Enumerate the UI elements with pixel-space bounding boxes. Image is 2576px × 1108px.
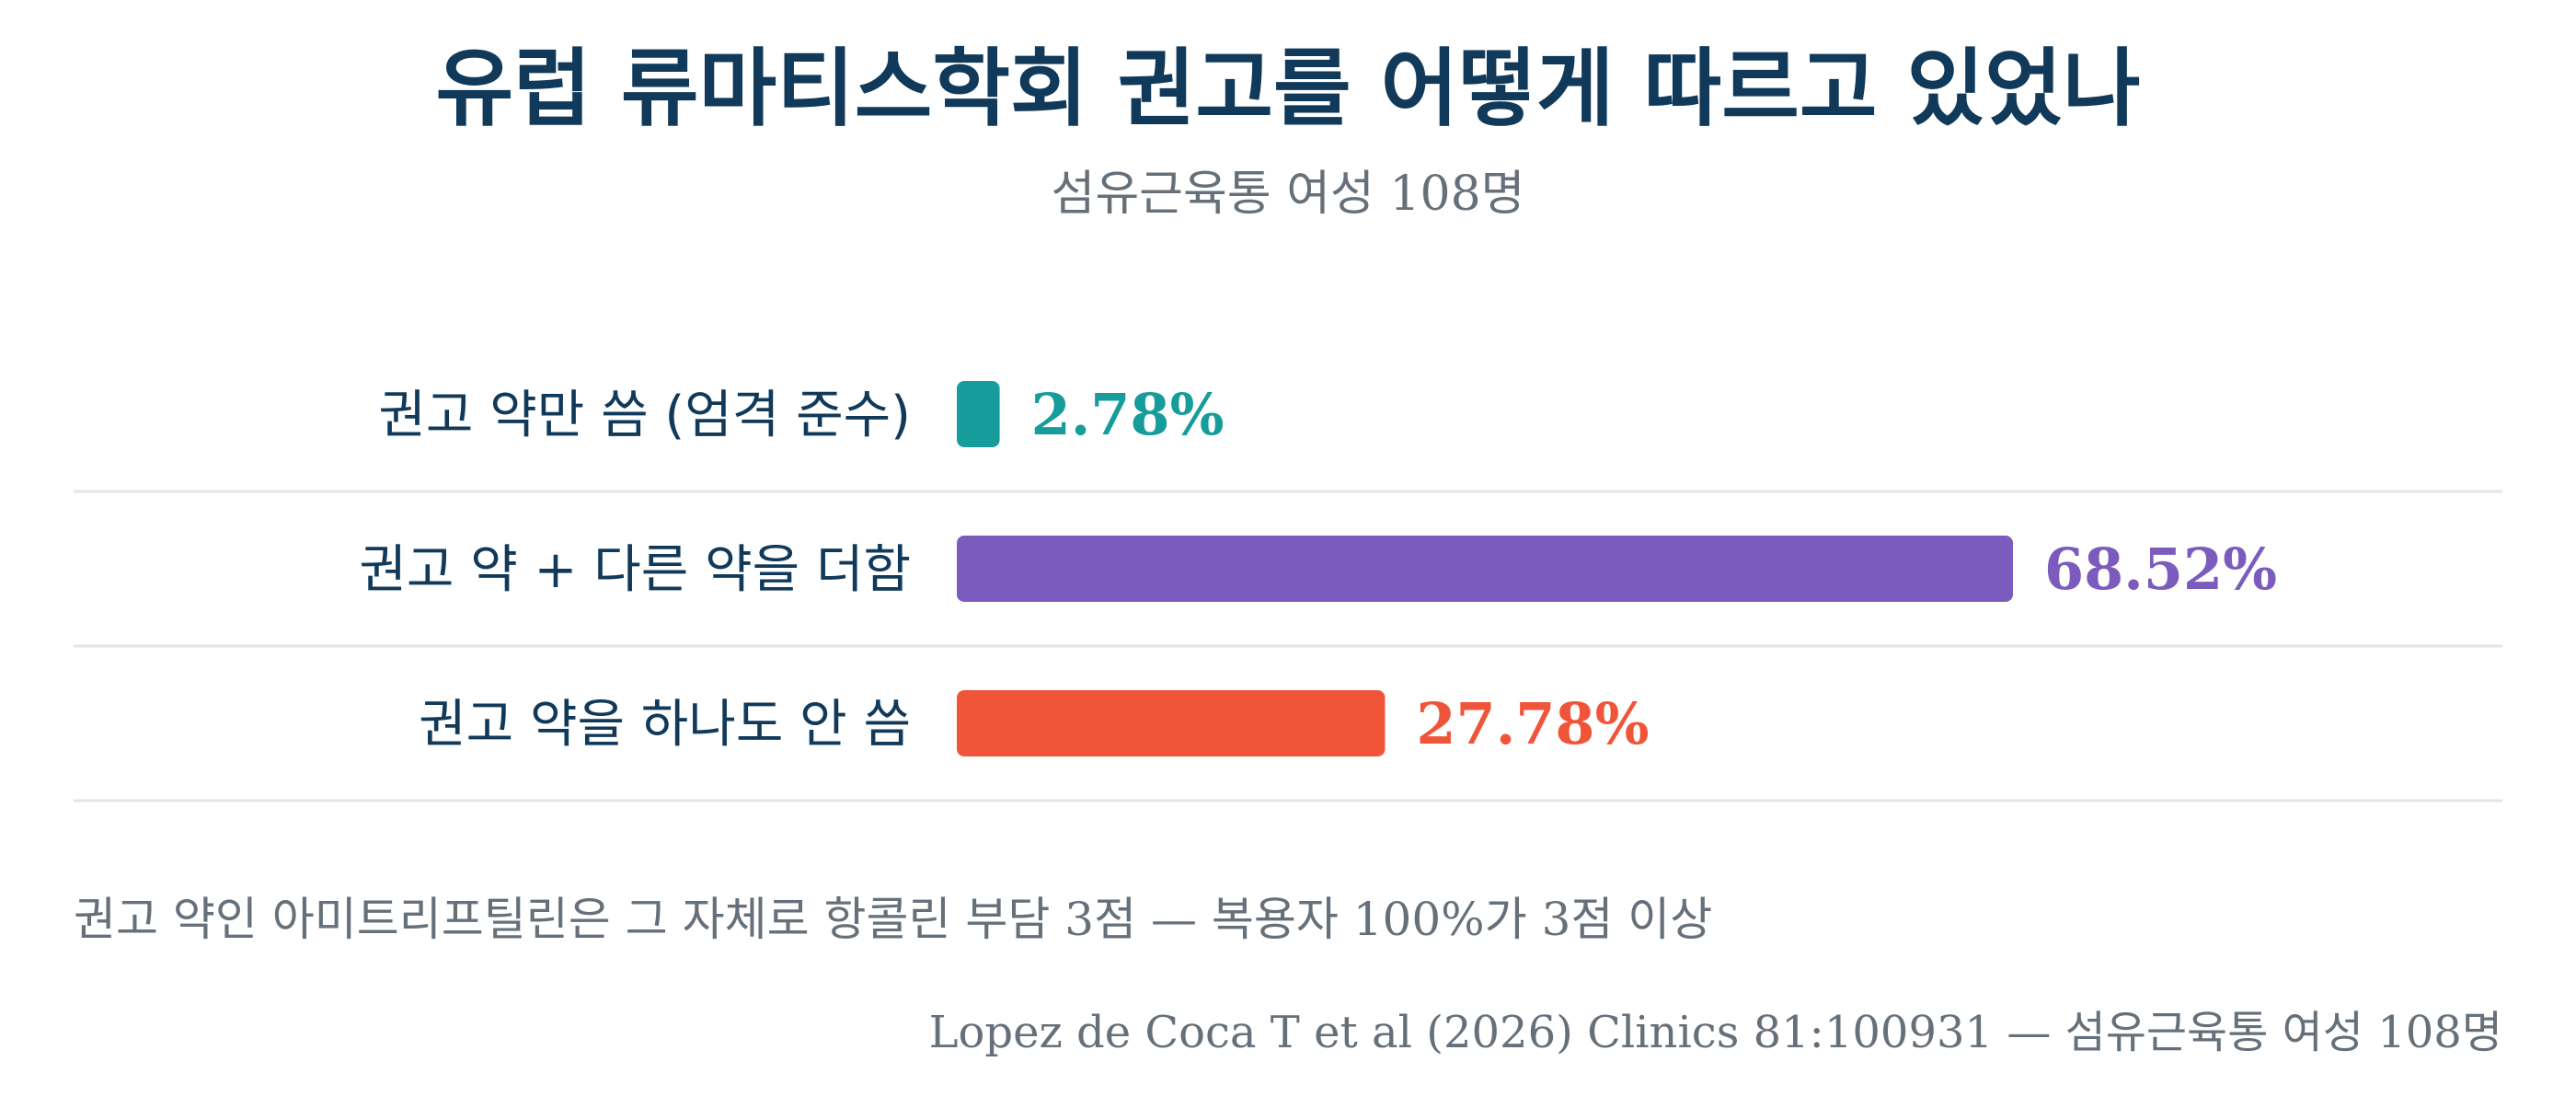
bar bbox=[957, 536, 2013, 602]
category-label: 권고 약을 하나도 안 씀 bbox=[419, 695, 911, 755]
bar bbox=[957, 381, 1000, 447]
value-label: 68.52% bbox=[2044, 536, 2277, 603]
chart-source: Lopez de Coca T et al (2026) Clinics 81:… bbox=[929, 1007, 2502, 1058]
bar bbox=[957, 690, 1386, 756]
chart-annotation: 권고 약인 아미트리프틸린은 그 자체로 항콜린 부담 3점 — 복용자 100… bbox=[74, 893, 1712, 946]
category-label: 권고 약만 씀 (엄격 준수) bbox=[378, 386, 911, 445]
bars-group: 권고 약만 씀 (엄격 준수) 2.78% 권고 약 + 다른 약을 더함 68.52… bbox=[74, 381, 2502, 802]
chart-subtitle: 섬유근육통 여성 108명 bbox=[1051, 167, 1524, 222]
chart-title: 유럽 류마티스학회 권고를 어떻게 따르고 있었나 bbox=[436, 40, 2141, 138]
category-label: 권고 약 + 다른 약을 더함 bbox=[359, 540, 911, 600]
value-label: 2.78% bbox=[1031, 381, 1225, 448]
value-label: 27.78% bbox=[1416, 690, 1649, 757]
